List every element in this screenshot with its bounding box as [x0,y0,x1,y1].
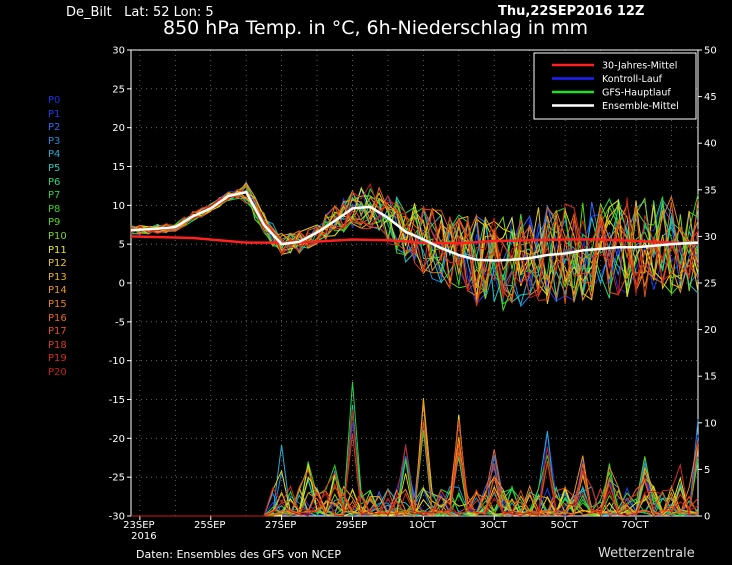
y-tick-label-right: 35 [704,185,717,196]
member-label: P8 [48,203,61,215]
x-tick-label: 29SEP [336,520,367,531]
y-tick-label-left: -25 [109,473,125,484]
member-label: P17 [48,326,67,338]
x-tick-label: 27SEP [265,520,296,531]
y-tick-label-right: 20 [704,325,717,336]
ensemble-mean-line [130,190,699,262]
y-tick-label-left: 0 [119,279,125,290]
x-tick-label: 7OCT [621,520,649,531]
x-tick-label: 25SEP [194,520,225,531]
legend-label: Kontroll-Lauf [602,74,663,85]
member-label: P19 [48,353,67,365]
y-tick-label-right: 5 [704,465,710,476]
x-tick-label: 1OCT [409,520,437,531]
y-tick-label-left: -20 [109,434,125,445]
member-label: P7 [48,190,61,202]
y-tick-label-left: 20 [112,123,125,134]
member-precip-line [131,401,699,517]
y-tick-label-right: 50 [704,46,717,57]
member-label: P20 [48,366,67,378]
y-tick-label-right: 30 [704,232,717,243]
y-tick-label-right: 40 [704,139,717,150]
member-label: P16 [48,312,67,324]
data-source-note: Daten: Ensembles des GFS von NCEP [136,548,341,561]
legend-label: GFS-Hauptlauf [602,88,671,99]
member-label: P18 [48,339,67,351]
member-precip-line [131,409,699,517]
member-temp-line [130,189,699,306]
y-tick-label-left: -30 [109,512,125,523]
member-label: P0 [48,95,61,106]
run-datetime: Thu,22SEP2016 12Z [498,4,645,19]
member-label: P6 [48,176,61,188]
y-tick-label-left: 30 [112,46,125,57]
y-tick-label-right: 15 [704,372,717,383]
member-label: P9 [48,217,61,229]
member-label: P5 [48,162,61,174]
member-label: P12 [48,258,67,270]
member-label: P11 [48,244,67,256]
y-tick-label-left: -10 [109,356,125,367]
member-label: P4 [48,149,61,161]
x-tick-label: 23SEP [123,520,154,531]
y-tick-label-right: 45 [704,92,717,103]
x-tick-label: 5OCT [550,520,578,531]
member-label: P1 [48,108,61,120]
member-precip-line [131,398,699,517]
member-label: P2 [48,122,61,134]
chart-title: 850 hPa Temp. in °C, 6h-Niederschlag in … [163,17,589,39]
x-tick-label: 3OCT [480,520,508,531]
y-tick-label-right: 25 [704,279,717,290]
y-tick-label-left: 5 [119,240,125,251]
station-label: De_Bilt Lat: 52 Lon: 5 [66,5,214,20]
ensemble-member-list: P0 P1 P2 P3 P4 P5 P6 P7 P8 P9 P10 P11 P12 P13 P14 P15 P1… [48,94,67,379]
y-tick-label-left: 15 [112,162,125,173]
y-tick-label-right: 0 [704,512,710,523]
member-temp-line [130,183,699,301]
member-label: P10 [48,230,67,242]
climatology-line [130,235,699,245]
member-label: P13 [48,271,67,283]
member-temp-line [130,188,699,300]
y-tick-label-left: 10 [112,201,125,212]
member-label: P15 [48,298,67,310]
member-label: P3 [48,135,61,147]
y-tick-label-left: -5 [115,317,125,328]
member-label: P14 [48,285,67,297]
legend-label: Ensemble-Mittel [602,101,679,112]
x-tick-sublabel: 2016 [131,531,156,542]
legend-label: 30-Jahres-Mittel [602,61,677,72]
y-tick-label-left: 25 [112,84,125,95]
y-tick-label-right: 10 [704,418,717,429]
brand-label: Wetterzentrale [598,546,695,561]
y-tick-label-left: -15 [109,395,125,406]
